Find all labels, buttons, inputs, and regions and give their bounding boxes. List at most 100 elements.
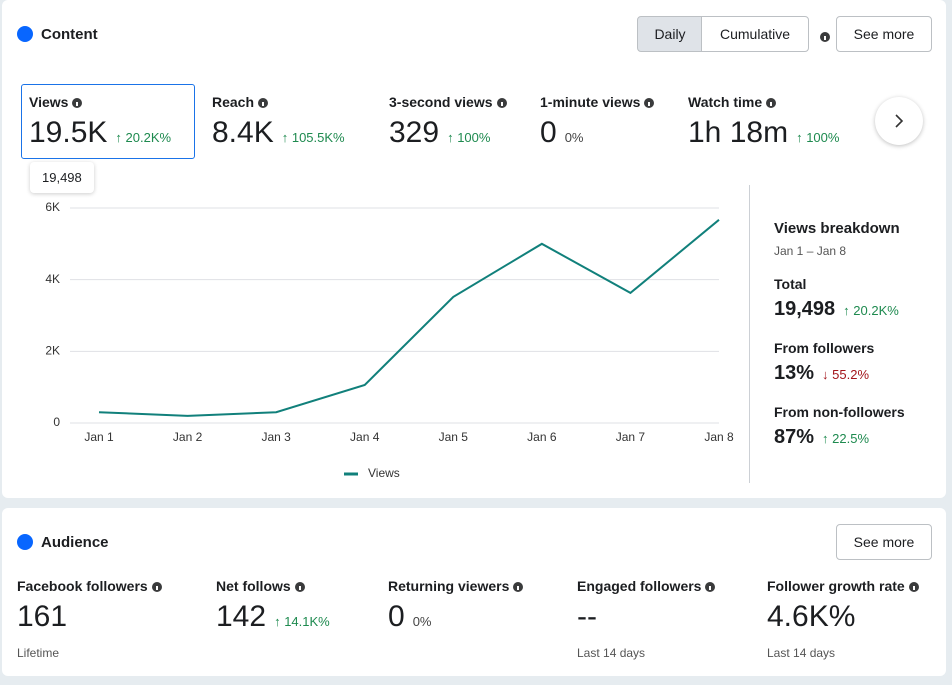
change-text: 22.5% bbox=[832, 431, 870, 446]
metric-change: ↑ 100% bbox=[447, 130, 491, 145]
y-tick-label: 6K bbox=[45, 200, 60, 214]
section-title: Audience bbox=[41, 534, 109, 551]
metric-label: Views bbox=[29, 94, 69, 110]
x-tick-label: Jan 6 bbox=[527, 430, 557, 444]
change-text: 105.5K% bbox=[291, 130, 345, 145]
metric-value-row: 329 ↑ 100% bbox=[389, 116, 490, 150]
metric-value: 142 bbox=[216, 600, 267, 633]
metric-label: 3-second views bbox=[389, 94, 493, 110]
metric-value-row: 0 0% bbox=[388, 600, 431, 634]
metric-label: Net follows bbox=[216, 578, 291, 594]
metric-value-row: 19.5K ↑ 20.2K% bbox=[29, 116, 171, 150]
audience-card: Audience See more Facebook followers 161… bbox=[2, 508, 946, 676]
next-arrow[interactable] bbox=[875, 97, 923, 145]
metric-note: Last 14 days bbox=[767, 646, 836, 660]
y-tick-label: 2K bbox=[45, 344, 60, 358]
breakdown-value: 87% bbox=[774, 426, 815, 448]
metric-label: 1-minute views bbox=[540, 94, 641, 110]
breakdown-change: ↑ 22.5% bbox=[822, 431, 870, 446]
metric-value: 8.4K bbox=[212, 116, 274, 149]
breakdown-change: ↑ 20.2K% bbox=[843, 303, 899, 318]
metric-change: ↑ 14.1K% bbox=[274, 614, 330, 629]
y-tick-label: 4K bbox=[45, 272, 60, 286]
change-text: 100% bbox=[457, 130, 491, 145]
change-text: 55.2% bbox=[832, 367, 870, 382]
y-tick-label: 0 bbox=[53, 415, 60, 429]
metric-value: 161 bbox=[17, 600, 68, 633]
x-tick-label: Jan 4 bbox=[350, 430, 380, 444]
metric: Facebook followers bbox=[17, 578, 162, 596]
metric-value: -- bbox=[577, 600, 597, 633]
metric: Reach bbox=[212, 94, 269, 112]
metric-change: ↑ 20.2K% bbox=[115, 130, 172, 145]
metric: Engaged followers bbox=[577, 578, 716, 596]
metric-label: Facebook followers bbox=[17, 578, 148, 594]
metric: Watch time bbox=[688, 94, 777, 112]
metric-value-row: 0 0% bbox=[540, 116, 583, 150]
breakdown-title: Views breakdown bbox=[774, 220, 900, 237]
metric-value: 4.6K% bbox=[767, 600, 856, 633]
metric-change: ↑ 105.5K% bbox=[281, 130, 345, 145]
metric: 3-second views bbox=[389, 94, 507, 112]
metric-value: 0 bbox=[388, 600, 405, 633]
breakdown-label: From non-followers bbox=[774, 404, 905, 420]
x-tick-label: Jan 7 bbox=[616, 430, 646, 444]
chevron bbox=[895, 114, 904, 128]
metric-change: 0% bbox=[412, 614, 432, 629]
change-text: 14.1K% bbox=[284, 614, 330, 629]
metric-value-row: 1h 18m ↑ 100% bbox=[688, 116, 839, 150]
breakdown-row: 87% ↑ 22.5% bbox=[774, 426, 869, 449]
content-card: Content Daily Cumulative See more Views … bbox=[2, 0, 946, 498]
metric-label: Watch time bbox=[688, 94, 763, 110]
metric: Returning viewers bbox=[388, 578, 524, 596]
divider bbox=[749, 185, 750, 483]
metric-value-row: 142 ↑ 14.1K% bbox=[216, 600, 330, 634]
change-text: 100% bbox=[806, 130, 840, 145]
metric-label: Follower growth rate bbox=[767, 578, 905, 594]
breakdown-row: 19,498 ↑ 20.2K% bbox=[774, 298, 899, 321]
breakdown-label: From followers bbox=[774, 340, 875, 356]
selected-metric-box[interactable] bbox=[21, 84, 195, 159]
metric-value-row: 8.4K ↑ 105.5K% bbox=[212, 116, 345, 150]
metric: 1-minute views bbox=[540, 94, 655, 112]
breakdown-change: ↓ 55.2% bbox=[822, 367, 870, 382]
metric: Net follows bbox=[216, 578, 305, 596]
section-title: Content bbox=[41, 26, 98, 43]
see-more-button[interactable]: See more bbox=[836, 16, 932, 52]
breakdown-value: 19,498 bbox=[774, 298, 836, 320]
x-tick-label: Jan 3 bbox=[261, 430, 291, 444]
see-more-button[interactable]: See more bbox=[836, 524, 932, 560]
metric-value: 0 bbox=[540, 116, 557, 149]
change-text: 20.2K% bbox=[853, 303, 899, 318]
line-chart: 0 2K 4K 6K Jan 1 Jan 2 Jan 3 Jan 4 Jan 5 Jan 6 Jan… bbox=[45, 200, 734, 480]
x-tick-label: Jan 1 bbox=[84, 430, 114, 444]
tooltip: 19,498 bbox=[30, 162, 94, 193]
breakdown-value: 13% bbox=[774, 362, 815, 384]
info-icon[interactable] bbox=[820, 32, 830, 42]
metric-note: Last 14 days bbox=[577, 646, 646, 660]
data-line bbox=[98, 219, 720, 417]
metric-change: ↑ 100% bbox=[796, 130, 840, 145]
metric-label: Returning viewers bbox=[388, 578, 510, 594]
metric-value: 329 bbox=[389, 116, 440, 149]
x-tick-label: Jan 8 bbox=[704, 430, 734, 444]
metric-value: 1h 18m bbox=[688, 116, 789, 149]
metric-label: Reach bbox=[212, 94, 255, 110]
toggle-cumulative[interactable]: Cumulative bbox=[701, 16, 809, 52]
metric: Follower growth rate bbox=[767, 578, 919, 596]
legend-label: Views bbox=[368, 466, 400, 480]
breakdown-row: 13% ↓ 55.2% bbox=[774, 362, 869, 385]
breakdown-label: Total bbox=[774, 276, 807, 292]
facebook-icon bbox=[17, 26, 33, 42]
toggle-daily[interactable]: Daily bbox=[637, 16, 703, 52]
metric: Views bbox=[29, 94, 83, 112]
x-tick-label: Jan 5 bbox=[439, 430, 469, 444]
metric-value: 19.5K bbox=[29, 116, 108, 149]
x-tick-label: Jan 2 bbox=[173, 430, 203, 444]
breakdown-range: Jan 1 – Jan 8 bbox=[774, 244, 847, 258]
metric-note: Lifetime bbox=[17, 646, 60, 660]
change-text: 20.2K% bbox=[125, 130, 172, 145]
metric-label: Engaged followers bbox=[577, 578, 702, 594]
metric-change: 0% bbox=[564, 130, 584, 145]
